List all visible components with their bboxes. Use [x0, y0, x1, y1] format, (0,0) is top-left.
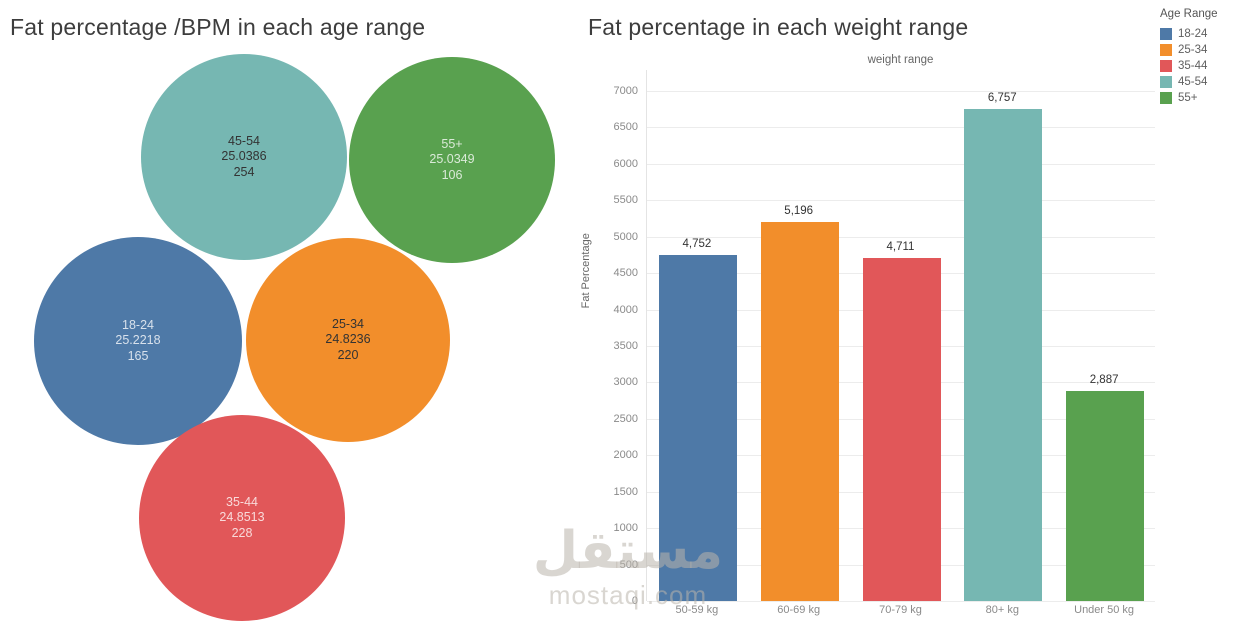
x-axis-tick-label: 60-69 kg	[777, 604, 821, 616]
legend-item-label: 25-34	[1178, 44, 1208, 56]
y-axis-tick-label: 2500	[613, 412, 638, 425]
y-axis-tick-label: 4000	[613, 303, 638, 316]
legend-title: Age Range	[1160, 8, 1218, 20]
gridline	[647, 200, 1155, 202]
bubble-label-line: 24.8236	[325, 332, 371, 347]
bar-value-label: 5,196	[784, 205, 814, 218]
legend-item-label: 18-24	[1178, 28, 1208, 40]
bar-value-label: 4,711	[886, 240, 915, 253]
bar-under-50-kg[interactable]	[1066, 390, 1145, 601]
legend-item-4554[interactable]: 45-54	[1160, 74, 1218, 90]
legend-item-55+[interactable]: 55+	[1160, 90, 1218, 106]
y-axis-tick-label: 2000	[613, 449, 638, 462]
age-range-legend: Age Range 18-24 25-34 35-44 45-54 55+	[1160, 8, 1218, 106]
y-axis-tick-label: 7000	[613, 85, 638, 97]
gridline	[647, 91, 1155, 92]
bubble-label-line: 25.0349	[429, 152, 475, 167]
bubble-label-line: 45-54	[228, 133, 260, 148]
bubble-55+[interactable]: 55+ 25.0349 106	[349, 57, 555, 263]
legend-swatch-icon	[1160, 92, 1172, 104]
x-axis-tick-label: 70-79 kg	[879, 604, 922, 616]
bubble-4554[interactable]: 45-54 25.0386 254	[141, 54, 347, 260]
gridline	[647, 236, 1155, 238]
legend-item-label: 45-54	[1178, 76, 1208, 88]
legend-swatch-icon	[1160, 28, 1172, 40]
bubble-label-line: 24.8513	[219, 510, 265, 525]
bar-chart-title: Fat percentage in each weight range	[588, 14, 969, 40]
y-axis-tick-label: 1500	[613, 485, 638, 498]
bubble-1824[interactable]: 18-24 25.2218 165	[34, 237, 242, 445]
bar-80+-kg[interactable]	[964, 108, 1043, 601]
bubble-label-line: 25-34	[332, 316, 364, 331]
y-axis-tick-label: 500	[619, 558, 638, 571]
bubble-label-line: 55+	[441, 136, 463, 151]
bubble-label-line: 228	[231, 525, 253, 540]
y-axis-tick-label: 0	[631, 595, 638, 607]
bubble-label-line: 25.2218	[115, 333, 161, 348]
legend-item-2534[interactable]: 25-34	[1160, 42, 1218, 58]
bar-60-69-kg[interactable]	[760, 222, 839, 601]
bubble-label-line: 25.0386	[221, 149, 267, 164]
gridline	[647, 163, 1155, 165]
bar-chart-x-axis-title: weight range	[867, 54, 934, 66]
y-axis-tick-label: 4500	[613, 267, 638, 280]
gridline	[647, 601, 1155, 602]
bar-value-label: 2,887	[1089, 373, 1119, 386]
y-axis-tick-label: 3000	[613, 376, 638, 389]
bubble-label-line: 18-24	[122, 317, 154, 332]
bubble-chart: 45-54 25.0386 254 55+ 25.0349 106 18-24 25.2218…	[0, 0, 575, 625]
legend-item-3544[interactable]: 35-44	[1160, 58, 1218, 74]
legend-item-1824[interactable]: 18-24	[1160, 26, 1218, 42]
gridline	[647, 127, 1155, 129]
y-axis-tick-label: 5000	[613, 230, 638, 243]
x-axis-tick-label: 50-59 kg	[675, 604, 719, 616]
x-axis-tick-label: Under 50 kg	[1074, 604, 1135, 616]
bubble-3544[interactable]: 35-44 24.8513 228	[139, 415, 345, 621]
legend-swatch-icon	[1160, 44, 1172, 56]
y-axis-tick-label: 6500	[613, 121, 638, 134]
y-axis-tick-label: 1000	[613, 522, 638, 535]
bubble-label-line: 106	[441, 167, 463, 182]
legend-swatch-icon	[1160, 60, 1172, 72]
bar-value-label: 6,757	[987, 91, 1017, 104]
bar-value-label: 4,752	[682, 237, 712, 250]
bubble-label-line: 165	[127, 348, 149, 363]
bar-50-59-kg[interactable]	[658, 254, 737, 601]
y-axis-tick-label: 3500	[613, 340, 638, 352]
x-axis-tick-label: 80+ kg	[985, 604, 1019, 616]
bubble-label-line: 35-44	[226, 494, 258, 509]
legend-item-label: 55+	[1178, 92, 1198, 104]
legend-item-label: 35-44	[1178, 60, 1208, 72]
bubble-chart-title: Fat percentage /BPM in each age range	[10, 14, 426, 40]
legend-swatch-icon	[1160, 76, 1172, 88]
bar-chart-plot-area	[646, 70, 1155, 602]
y-axis-tick-label: 5500	[613, 194, 638, 207]
bar-70-79-kg[interactable]	[862, 257, 941, 601]
bubble-label-line: 220	[337, 347, 359, 362]
y-axis-tick-label: 6000	[613, 157, 638, 170]
bubble-label-line: 254	[233, 164, 255, 179]
bubble-2534[interactable]: 25-34 24.8236 220	[246, 238, 450, 442]
